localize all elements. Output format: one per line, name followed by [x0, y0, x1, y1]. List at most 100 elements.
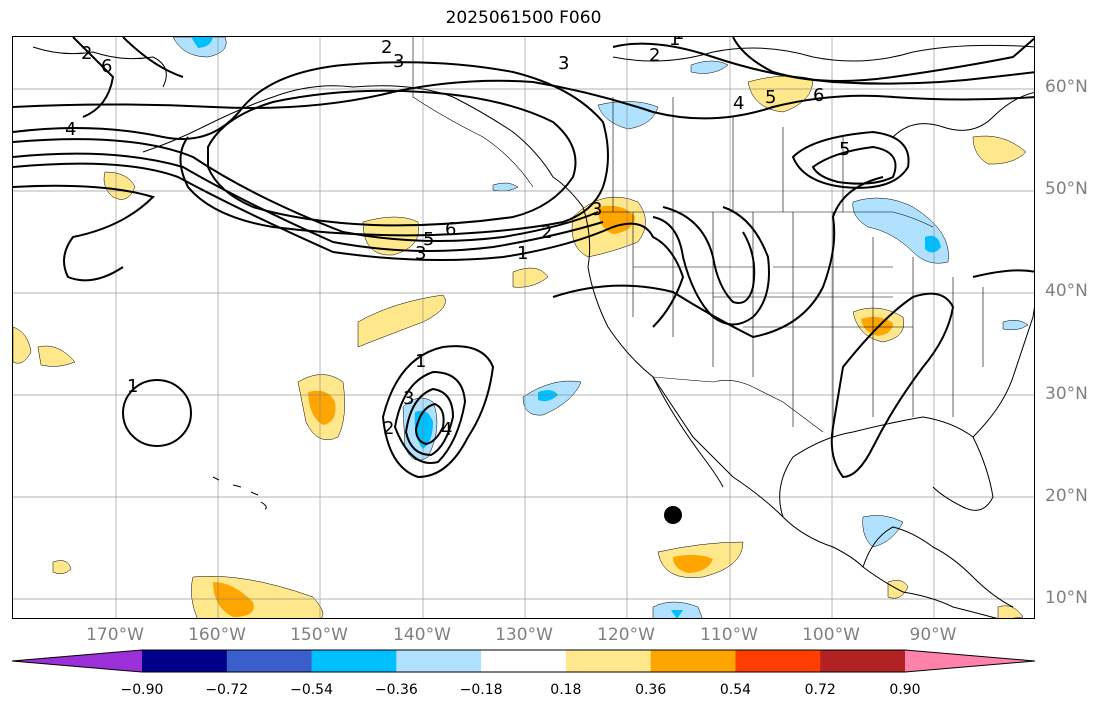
colorbar-outline — [11, 649, 1036, 673]
positive-anomaly-area — [103, 171, 136, 200]
longitude-label: 150°W — [290, 625, 348, 645]
colorbar — [11, 649, 1036, 673]
contour-label: 2 — [381, 37, 392, 58]
contour-label: 2 — [649, 45, 660, 66]
longitude-label: 90°W — [909, 625, 957, 645]
map-canvas: 2 3 3 2 1 4 5 6 5 6 5 3 2 1 4 1 1 2 3 4 … — [13, 37, 1034, 618]
positive-anomaly-area — [13, 326, 32, 364]
latitude-label: 50°N — [1045, 179, 1088, 199]
strong-positive-anomaly-area — [861, 316, 893, 336]
alaska-coastline — [142, 85, 584, 208]
negative-anomaly-area — [597, 101, 659, 130]
positive-anomaly-area — [357, 294, 446, 348]
alaska-canada-border — [412, 37, 534, 188]
contour-label: 1 — [669, 37, 680, 50]
contour-line — [13, 61, 609, 237]
us-state-lines — [632, 212, 984, 437]
storm-marker — [664, 506, 682, 524]
coastlines — [32, 44, 1034, 618]
contour-label: 5 — [765, 87, 776, 108]
political-borders — [412, 37, 984, 437]
strong-positive-anomaly-area — [598, 205, 635, 234]
positive-anomaly-area — [747, 75, 814, 113]
us-mexico-border — [652, 376, 824, 433]
contour-label: 1 — [673, 37, 684, 44]
canada-provinces — [612, 97, 844, 212]
longitude-label: 110°W — [700, 625, 758, 645]
contour-label: 6 — [101, 56, 112, 77]
colorbar-tick-label: −0.54 — [290, 682, 333, 698]
longitude-label: 140°W — [393, 625, 451, 645]
contour-label: 1 — [517, 243, 528, 264]
baja-peninsula — [652, 376, 724, 488]
contour-line — [552, 176, 884, 339]
map-title: 2025061500 F060 — [445, 8, 602, 28]
contour-label: 4 — [65, 119, 76, 140]
contour-label: 5 — [423, 229, 434, 250]
contour-label: 2 — [81, 43, 92, 64]
latitude-label: 40°N — [1045, 281, 1088, 301]
colorbar-tick-label: 0.18 — [550, 682, 582, 698]
gulf-of-mexico-coast — [779, 416, 994, 518]
longitude-label: 160°W — [188, 625, 246, 645]
colorbar-tick-label: −0.18 — [459, 682, 503, 698]
contour-line — [381, 345, 495, 479]
east-coast — [972, 306, 1034, 438]
contour-label: 4 — [441, 419, 452, 440]
strong-negative-anomaly-area — [191, 37, 213, 48]
hawaii-islands — [212, 476, 267, 510]
longitude-label: 100°W — [802, 625, 860, 645]
strong-negative-anomaly-area — [671, 610, 683, 618]
positive-anomaly-area — [52, 560, 72, 575]
contour-line — [207, 89, 577, 227]
positive-anomaly-area — [972, 135, 1027, 165]
contour-label: 4 — [733, 93, 744, 114]
positive-anomaly-area — [997, 605, 1024, 618]
contour-line — [404, 387, 455, 457]
contour-line — [732, 37, 1034, 82]
shaded-fields — [13, 37, 1029, 618]
colorbar-tick-label: −0.72 — [205, 682, 249, 698]
contour-line — [414, 402, 445, 446]
latitude-label: 30°N — [1045, 384, 1088, 404]
contour-label: 1 — [415, 351, 426, 372]
contour-label: 3 — [403, 388, 414, 409]
siberia-coast — [32, 46, 167, 88]
contour-line — [791, 130, 910, 189]
contour-label: 3 — [558, 53, 569, 74]
contour-labels: 2 3 3 2 1 4 5 6 5 6 5 3 2 1 4 1 1 2 3 4 … — [65, 37, 850, 440]
colorbar-segments — [11, 649, 1036, 673]
contour-line — [122, 379, 192, 447]
colorbar-tick-label: −0.36 — [374, 682, 418, 698]
canada-hudson-coast — [892, 92, 1034, 138]
colorbar-tick-label: 0.36 — [635, 682, 667, 698]
strong-positive-anomaly-area — [213, 582, 254, 617]
colorbar-segment — [565, 650, 652, 672]
colorbar-segment — [396, 650, 482, 672]
contour-line — [72, 37, 184, 118]
north-america-west-coast — [582, 206, 998, 618]
contour-line — [662, 206, 756, 304]
negative-anomaly-area — [1002, 319, 1029, 331]
colorbar-segment — [226, 650, 313, 672]
strong-negative-anomaly-area — [925, 235, 941, 253]
contour-label: 6 — [445, 219, 456, 240]
contour-line — [13, 162, 685, 328]
contour-label: 3 — [393, 51, 404, 72]
arctic-coast — [612, 44, 1034, 62]
contour-line — [13, 138, 599, 242]
contour-line — [13, 184, 155, 282]
latitude-label: 20°N — [1045, 486, 1088, 506]
colorbar-extend-low — [12, 650, 142, 672]
contour-label: 2 — [541, 222, 552, 243]
longitude-label: 170°W — [86, 625, 144, 645]
negative-anomaly-area — [690, 60, 729, 74]
colorbar-segment — [735, 650, 821, 672]
contour-line — [811, 145, 897, 185]
positive-anomaly-area — [37, 345, 76, 367]
colorbar-tick-label: 0.90 — [889, 682, 921, 698]
contour-line — [830, 292, 955, 479]
us-canada-border — [598, 211, 934, 228]
contour-label: 3 — [591, 199, 602, 220]
positive-anomaly-area — [512, 267, 549, 288]
